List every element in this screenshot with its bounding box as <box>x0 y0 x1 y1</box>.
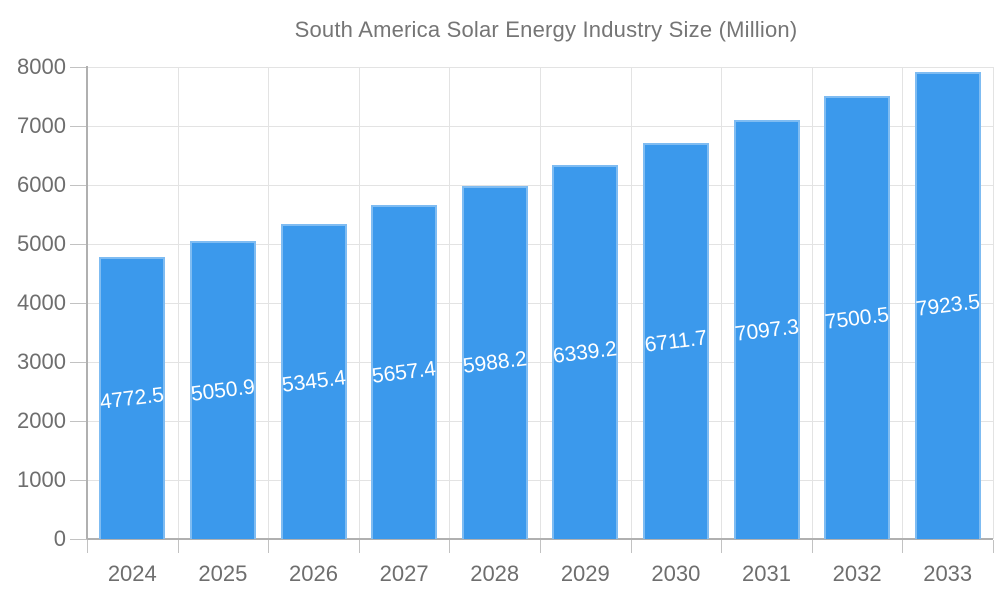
x-axis-tick <box>268 540 270 553</box>
x-axis-line <box>87 538 993 540</box>
x-axis-label: 2027 <box>379 561 429 586</box>
y-axis-line <box>86 66 88 539</box>
y-axis-label: 5000 <box>17 231 66 256</box>
bar-2028[interactable]: 5988.2 <box>461 185 528 539</box>
gridline-vertical <box>630 67 632 539</box>
y-axis-label: 2000 <box>17 408 66 433</box>
bar-2027[interactable]: 5657.4 <box>371 205 437 539</box>
y-axis-label: 8000 <box>17 54 66 79</box>
x-axis-label: 2026 <box>289 561 338 586</box>
y-axis-tick <box>70 244 87 245</box>
bar-value-label: 5345.4 <box>280 366 347 398</box>
bar-2030[interactable]: 6711.7 <box>642 143 709 539</box>
x-axis-label: 2033 <box>923 561 973 586</box>
bar-value-label: 7500.5 <box>823 302 891 334</box>
x-axis-label: 2024 <box>107 561 157 586</box>
x-axis-label: 2031 <box>742 561 791 586</box>
legend[interactable]: South America Solar Energy Industry Size… <box>0 17 1000 43</box>
y-axis-label: 7000 <box>17 113 66 138</box>
x-axis-tick <box>811 540 813 553</box>
legend-label: South America Solar Energy Industry Size… <box>294 17 798 42</box>
gridline-vertical <box>268 67 270 539</box>
bar-2025[interactable]: 5050.9 <box>189 240 257 539</box>
gridline-vertical <box>902 67 904 539</box>
bar-value-label: 7923.5 <box>914 290 981 322</box>
y-axis-label: 0 <box>53 526 66 551</box>
bar-2031[interactable]: 7097.3 <box>733 120 800 539</box>
bar-value-label: 5988.2 <box>461 347 528 379</box>
bar-value-label: 5050.9 <box>189 375 257 406</box>
bar-value-label: 6339.2 <box>551 337 619 368</box>
x-axis-label: 2025 <box>198 561 248 586</box>
bar-value-label: 7097.3 <box>733 314 800 346</box>
bar-2033[interactable]: 7923.5 <box>914 71 981 539</box>
bar-2029[interactable]: 6339.2 <box>551 164 619 539</box>
x-axis-tick <box>177 540 179 553</box>
y-axis-tick <box>70 67 87 68</box>
y-axis-tick <box>70 480 87 481</box>
x-axis-label: 2032 <box>832 561 882 586</box>
x-axis-tick <box>721 540 723 553</box>
y-axis-label: 3000 <box>17 349 66 374</box>
gridline-vertical <box>993 67 994 539</box>
y-axis-label: 1000 <box>17 467 66 492</box>
bar-2032[interactable]: 7500.5 <box>824 96 890 539</box>
y-axis-label: 4000 <box>17 290 66 315</box>
gridline-vertical <box>358 67 360 539</box>
x-axis-tick <box>358 540 360 553</box>
y-axis-label: 6000 <box>17 172 66 197</box>
x-axis-label: 2030 <box>651 561 701 586</box>
x-axis-tick <box>449 540 451 553</box>
x-axis-tick <box>540 540 541 553</box>
gridline-vertical <box>449 67 451 539</box>
bar-value-label: 6711.7 <box>643 326 709 357</box>
y-axis-tick <box>70 539 87 540</box>
bar-2024[interactable]: 4772.5 <box>98 257 166 539</box>
y-axis-tick <box>70 303 87 304</box>
x-axis-tick <box>902 540 904 553</box>
x-axis-tick <box>87 540 88 553</box>
y-axis-tick <box>70 126 87 127</box>
legend-swatch-icon <box>203 20 281 40</box>
x-axis-label: 2029 <box>560 561 610 586</box>
y-axis-tick <box>70 421 87 422</box>
gridline-vertical <box>177 67 179 539</box>
gridline-vertical <box>721 67 723 539</box>
x-axis-label: 2028 <box>470 561 520 586</box>
gridline-vertical <box>540 67 541 539</box>
x-axis-tick <box>993 540 994 553</box>
bar-2026[interactable]: 5345.4 <box>280 223 347 539</box>
x-axis-tick <box>630 540 632 553</box>
gridline-vertical <box>811 67 813 539</box>
y-axis-tick <box>70 185 87 186</box>
bar-value-label: 5657.4 <box>370 357 438 388</box>
y-axis-tick <box>70 362 87 363</box>
bar-value-label: 4772.5 <box>98 383 166 415</box>
